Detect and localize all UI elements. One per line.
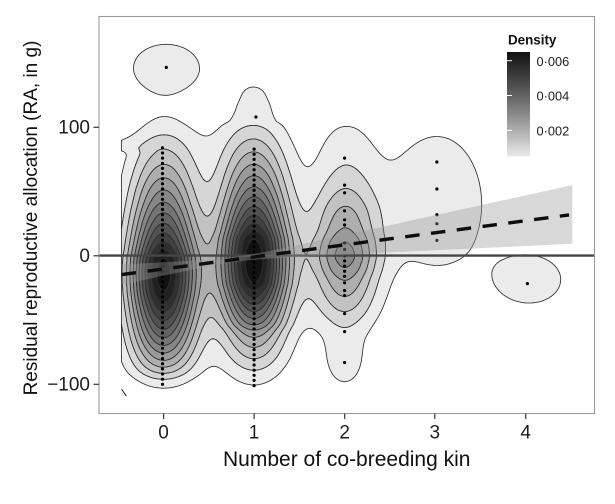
svg-text:1: 1 xyxy=(249,423,260,444)
svg-text:0: 0 xyxy=(158,423,169,444)
svg-text:4: 4 xyxy=(520,423,531,444)
svg-text:Residual reproductive allocati: Residual reproductive allocation (RA, in… xyxy=(21,41,42,396)
svg-text:0: 0 xyxy=(79,246,90,267)
svg-text:3: 3 xyxy=(430,423,441,444)
svg-text:0·004: 0·004 xyxy=(537,89,570,104)
svg-text:Number of co-breeding kin: Number of co-breeding kin xyxy=(223,448,470,471)
svg-text:0·006: 0·006 xyxy=(537,54,570,69)
svg-text:Density: Density xyxy=(508,33,557,48)
svg-text:2: 2 xyxy=(339,423,350,444)
svg-text:100: 100 xyxy=(58,118,90,139)
svg-text:0·002: 0·002 xyxy=(537,124,570,139)
svg-text:−100: −100 xyxy=(47,375,90,396)
